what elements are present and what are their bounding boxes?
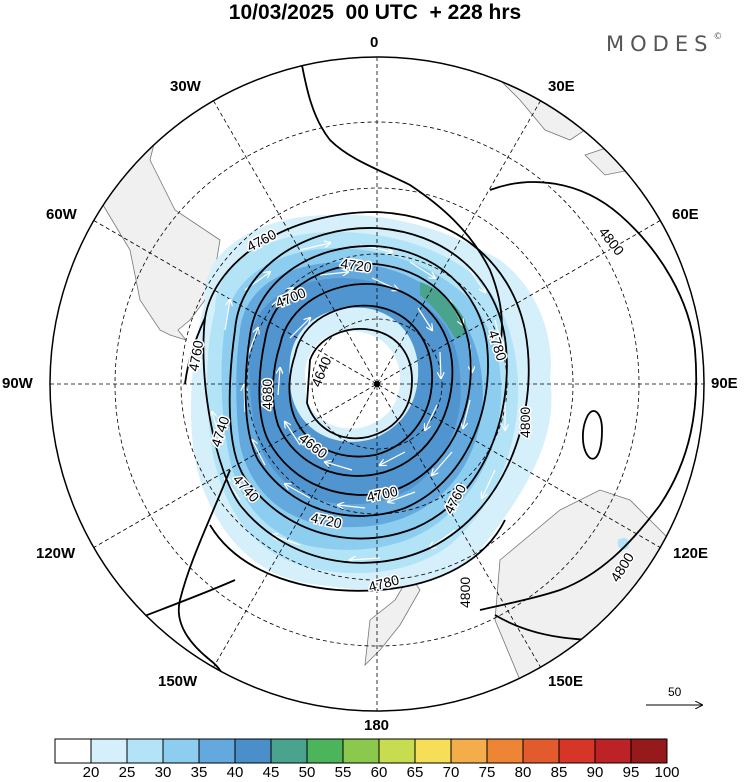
colorbar-swatch (522, 738, 560, 764)
wind-shade-45-50 (420, 282, 466, 339)
lon-label-0: 0 (370, 34, 379, 51)
contour-4720 (244, 245, 489, 517)
contour-label: 4720 (340, 255, 373, 275)
colorbar-swatch (630, 738, 668, 764)
contour-4760-west (184, 317, 206, 385)
contour-label: 4800 (457, 577, 473, 608)
colorbar-swatch (198, 738, 236, 764)
colorbar-swatch (162, 738, 200, 764)
colorbar-tick-label: 45 (262, 764, 280, 781)
colorbar-tick-label: 35 (190, 764, 208, 781)
colorbar-swatch (558, 738, 596, 764)
south-pole-marker (374, 381, 380, 387)
wind-vectors (212, 243, 505, 560)
contour-4760 (202, 211, 530, 564)
new-zealand-land (364, 574, 421, 667)
contour-4800-east (479, 181, 698, 611)
lon-label-30w: 30W (170, 78, 201, 95)
lon-label-120e: 120E (673, 545, 709, 562)
colorbar-swatch (90, 738, 128, 764)
contour-closed-east (582, 410, 603, 460)
colorbar (54, 738, 668, 764)
contour-label: 4680 (259, 379, 275, 410)
colorbar-tick-label: 80 (514, 764, 532, 781)
brand-text: MODES (606, 32, 714, 56)
vector-reference: 50 (646, 685, 706, 715)
copyright-mark: © (713, 32, 723, 42)
polar-map: 4760 4720 4700 4640 4680 4740 4660 4740 … (49, 56, 705, 712)
colorbar-swatch (342, 738, 380, 764)
colorbar-tick-label: 75 (478, 764, 496, 781)
map-boundary (49, 56, 705, 712)
colorbar-labels: 20 25 30 35 40 45 50 55 60 65 70 75 80 85 90 95 100 (0, 764, 750, 782)
contour-4660 (288, 304, 433, 458)
colorbar-swatch (594, 738, 632, 764)
colorbar-tick-label: 90 (586, 764, 604, 781)
colorbar-tick-label: 40 (226, 764, 244, 781)
lon-label-90w: 90W (2, 375, 33, 392)
contour-4640 (306, 328, 413, 440)
contour-west (299, 57, 503, 346)
colorbar-tick-label: 55 (334, 764, 352, 781)
lon-label-30e: 30E (548, 78, 575, 95)
colorbar-swatch (54, 738, 92, 764)
colorbar-tick-label: 70 (442, 764, 460, 781)
lon-label-180: 180 (364, 717, 390, 734)
colorbar-tick-label: 95 (622, 764, 640, 781)
colorbar-tick-label: 50 (298, 764, 316, 781)
contour-label: 4800 (517, 407, 533, 438)
colorbar-swatch (450, 738, 488, 764)
vector-reference-label: 50 (668, 685, 682, 699)
colorbar-tick-label: 100 (654, 764, 680, 781)
lon-label-120w: 120W (36, 545, 76, 562)
colorbar-tick-label: 30 (154, 764, 172, 781)
colorbar-tick-label: 20 (82, 764, 100, 781)
colorbar-swatch (378, 738, 416, 764)
colorbar-swatch (486, 738, 524, 764)
colorbar-tick-label: 65 (406, 764, 424, 781)
chart-title: 10/03/2025 00 UTC + 228 hrs (228, 1, 522, 24)
lon-label-150e: 150E (548, 673, 584, 690)
colorbar-swatch (270, 738, 308, 764)
lon-label-90e: 90E (711, 375, 738, 392)
brand-logo: MODES© (606, 32, 722, 56)
vector-reference-arrow (646, 685, 706, 715)
contour-4740 (228, 227, 508, 540)
contour-4680 (272, 283, 454, 477)
wind-shade-spot (617, 537, 630, 550)
lon-label-150w: 150W (158, 673, 198, 690)
colorbar-tick-label: 85 (550, 764, 568, 781)
contour-4700 (258, 263, 472, 496)
colorbar-swatch (306, 738, 344, 764)
lon-label-60e: 60E (672, 206, 699, 223)
colorbar-tick-label: 25 (118, 764, 136, 781)
colorbar-swatch (414, 738, 452, 764)
lon-label-60w: 60W (46, 206, 77, 223)
contour-4780-inner (209, 519, 506, 592)
colorbar-tick-label: 60 (370, 764, 388, 781)
colorbar-swatch (234, 738, 272, 764)
wind-shade-core (305, 331, 400, 429)
colorbar-swatch (126, 738, 164, 764)
